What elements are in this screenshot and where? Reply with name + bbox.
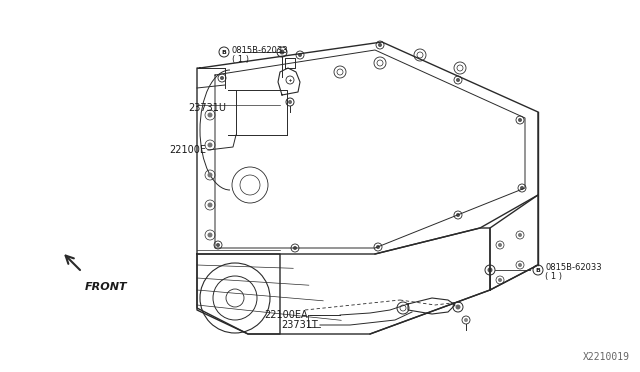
Circle shape [518, 263, 522, 267]
Circle shape [488, 267, 493, 273]
Circle shape [456, 305, 461, 310]
Circle shape [464, 318, 468, 322]
Text: 0815B-62033: 0815B-62033 [232, 45, 289, 55]
Text: 23731T: 23731T [281, 320, 318, 330]
Circle shape [456, 213, 460, 217]
Circle shape [376, 245, 380, 249]
Circle shape [207, 173, 212, 177]
Circle shape [207, 232, 212, 237]
Text: ( 1 ): ( 1 ) [545, 273, 562, 282]
Text: B: B [221, 49, 227, 55]
Text: 0815B-62033: 0815B-62033 [545, 263, 602, 273]
Circle shape [518, 118, 522, 122]
Circle shape [207, 112, 212, 118]
Text: 23731U: 23731U [188, 103, 226, 112]
Circle shape [207, 142, 212, 148]
Circle shape [280, 49, 285, 55]
Circle shape [220, 76, 224, 80]
Circle shape [207, 202, 212, 208]
Circle shape [518, 233, 522, 237]
Text: FRONT: FRONT [85, 282, 127, 292]
Text: B: B [536, 267, 540, 273]
Circle shape [456, 78, 460, 82]
Circle shape [498, 243, 502, 247]
Circle shape [293, 246, 297, 250]
Circle shape [498, 278, 502, 282]
Text: 22100EA: 22100EA [264, 310, 308, 320]
Text: 22100E: 22100E [169, 145, 206, 155]
Circle shape [288, 100, 292, 104]
Text: ( 1 ): ( 1 ) [232, 55, 249, 64]
Circle shape [520, 186, 524, 190]
Circle shape [216, 243, 220, 247]
Circle shape [298, 53, 302, 57]
Text: X2210019: X2210019 [583, 352, 630, 362]
Circle shape [378, 43, 382, 47]
